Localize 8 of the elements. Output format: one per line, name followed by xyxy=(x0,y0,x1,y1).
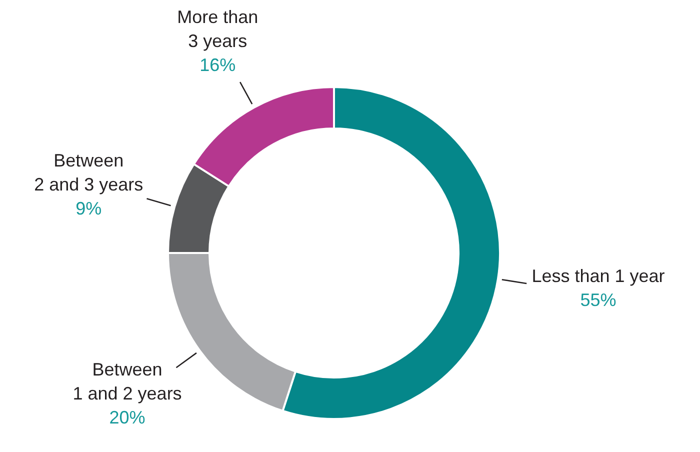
slice-label: Between 2 and 3 years xyxy=(34,150,144,195)
data-label: 20% xyxy=(109,408,146,428)
slice-label: More than 3 years xyxy=(177,6,258,51)
slice-label: Between 1 and 2 years xyxy=(72,360,182,404)
data-label: 55% xyxy=(580,290,616,310)
slice-label: Less than 1 year xyxy=(532,266,665,286)
data-label: 16% xyxy=(200,54,236,75)
data-label: 9% xyxy=(76,198,102,219)
